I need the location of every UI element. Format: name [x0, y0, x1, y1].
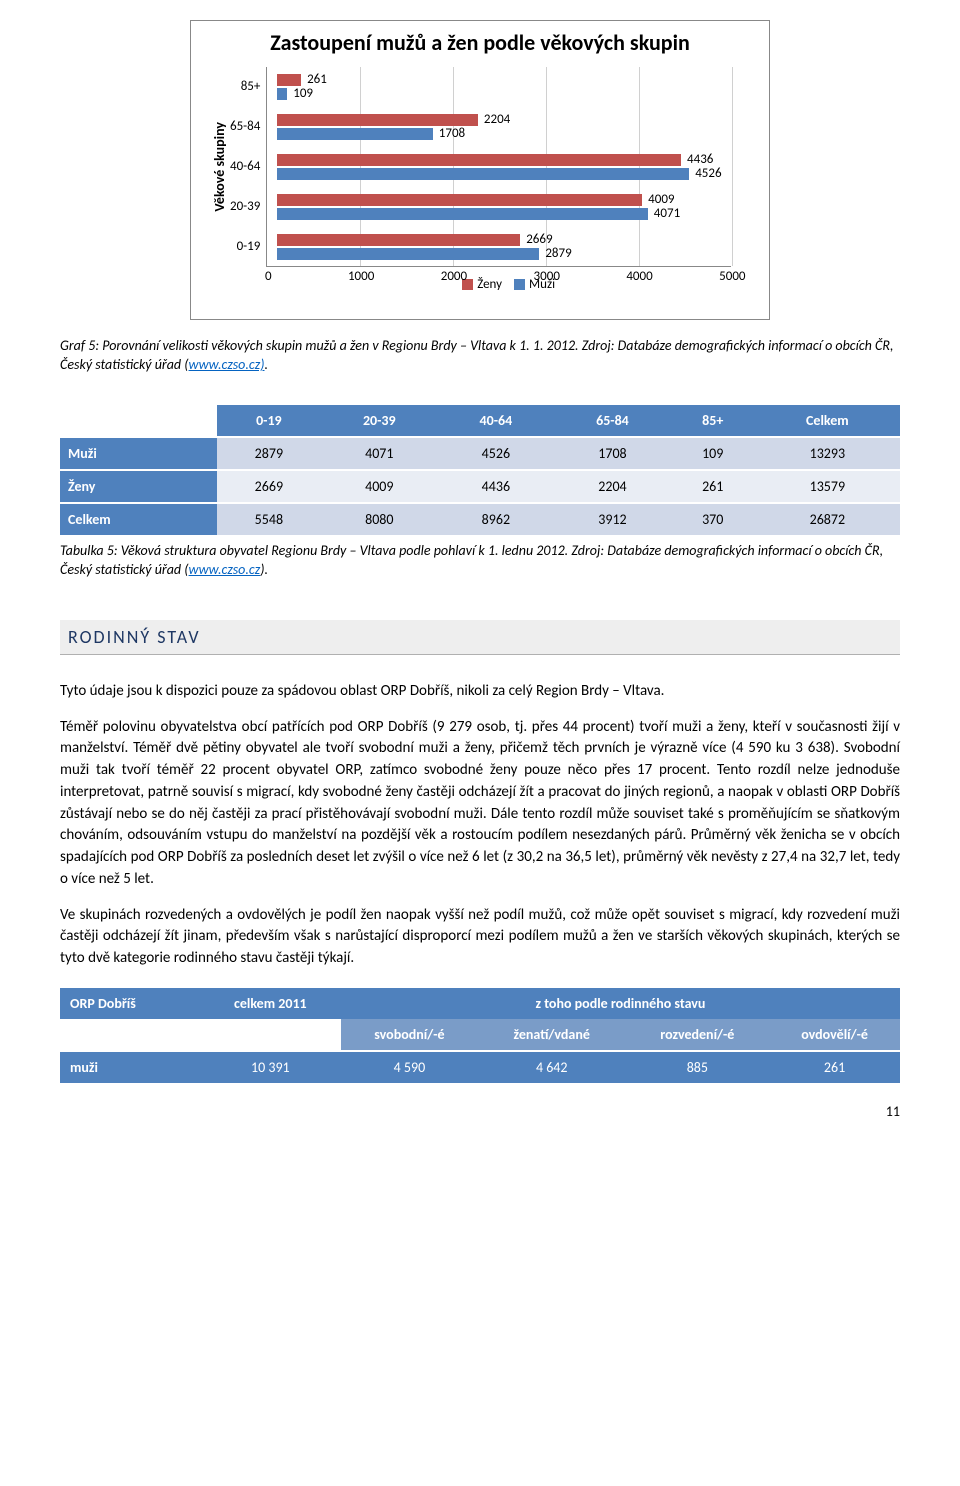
table-cell: muži [60, 1051, 200, 1083]
table-header-cell: 85+ [671, 405, 755, 437]
table-header-cell [60, 1019, 200, 1051]
bar-value-label: 2879 [545, 248, 571, 260]
bar [277, 114, 478, 126]
table-header-cell: 40-64 [438, 405, 555, 437]
table-cell: 4 590 [341, 1051, 478, 1083]
table-cell: Muži [60, 437, 217, 470]
bar-value-label: 2669 [526, 234, 552, 246]
table-cell: 885 [626, 1051, 770, 1083]
source-link[interactable]: www.czso.cz [189, 561, 261, 578]
table-cell: Ženy [60, 470, 217, 503]
legend-swatch [514, 279, 525, 290]
bar [277, 154, 681, 166]
y-tick-label: 85+ [230, 67, 260, 107]
table-header-cell: svobodní/-é [341, 1019, 478, 1051]
table-cell: 1708 [554, 437, 671, 470]
bar [277, 194, 642, 206]
y-tick-label: 65-84 [230, 107, 260, 147]
table-header-cell: rozvedení/-é [626, 1019, 770, 1051]
page-number: 11 [60, 1103, 900, 1120]
table-row: muži10 3914 5904 642885261 [60, 1051, 900, 1083]
bar-value-label: 4071 [654, 208, 680, 220]
bar-value-label: 4436 [687, 154, 713, 166]
body-paragraph: Tyto údaje jsou k dispozici pouze za spá… [60, 681, 900, 703]
table-cell: 26872 [755, 503, 900, 535]
table-caption: Tabulka 5: Věková struktura obyvatel Reg… [60, 541, 900, 580]
chart-plot-area: 261 109 2204 1708 4436 4526 4009 4071 2669 2879 [266, 67, 731, 267]
body-paragraph: Téměř polovinu obyvatelstva obcí patřící… [60, 717, 900, 891]
y-axis-ticks: 85+65-8440-6420-390-19 [230, 67, 266, 267]
table-cell: 4071 [321, 437, 438, 470]
bar [277, 234, 520, 246]
table-row: Ženy266940094436220426113579 [60, 470, 900, 503]
table-cell: 2879 [217, 437, 321, 470]
table-cell: 2204 [554, 470, 671, 503]
table-cell: 13293 [755, 437, 900, 470]
bar-value-label: 261 [307, 74, 327, 86]
table-header-cell: ovdovělí/-é [769, 1019, 900, 1051]
table-header-cell: z toho podle rodinného stavu [341, 988, 900, 1019]
table-row: Muži287940714526170810913293 [60, 437, 900, 470]
age-structure-table: 0-1920-3940-6465-8485+Celkem Muži2879407… [60, 405, 900, 535]
table-row: Celkem554880808962391237026872 [60, 503, 900, 535]
bar-value-label: 1708 [439, 128, 465, 140]
table-cell: 2669 [217, 470, 321, 503]
bar [277, 74, 301, 86]
table-cell: 8962 [438, 503, 555, 535]
table-header-cell: 0-19 [217, 405, 321, 437]
table-header-cell: Celkem [755, 405, 900, 437]
table-cell: 109 [671, 437, 755, 470]
table-cell: 261 [769, 1051, 900, 1083]
bar [277, 248, 539, 260]
chart-caption: Graf 5: Porovnání velikosti věkových sku… [60, 336, 900, 375]
table-cell: 261 [671, 470, 755, 503]
table-header-cell [200, 1019, 341, 1051]
legend-label: Ženy [477, 277, 502, 292]
marital-status-table: ORP Dobříšcelkem 2011z toho podle rodinn… [60, 988, 900, 1083]
table-header-cell [60, 405, 217, 437]
table-cell: 370 [671, 503, 755, 535]
section-heading: RODINNÝ STAV [60, 620, 900, 655]
bar-value-label: 2204 [484, 114, 510, 126]
y-tick-label: 20-39 [230, 187, 260, 227]
table-cell: 4526 [438, 437, 555, 470]
y-tick-label: 0-19 [230, 227, 260, 267]
bar-value-label: 4526 [695, 168, 721, 180]
table-cell: 4 642 [478, 1051, 626, 1083]
table-header-cell: celkem 2011 [200, 988, 341, 1019]
chart-legend: ŽenyMuži [266, 277, 751, 294]
bar [277, 168, 689, 180]
table-cell: 5548 [217, 503, 321, 535]
bar [277, 128, 432, 140]
table-cell: Celkem [60, 503, 217, 535]
table-cell: 10 391 [200, 1051, 341, 1083]
table-header-cell: ženatí/vdané [478, 1019, 626, 1051]
source-link[interactable]: www.czso.cz) [189, 356, 265, 373]
age-gender-chart: Zastoupení mužů a žen podle věkových sku… [190, 20, 770, 320]
chart-title: Zastoupení mužů a žen podle věkových sku… [209, 29, 751, 57]
table-header-cell: ORP Dobříš [60, 988, 200, 1019]
y-axis-label: Věkové skupiny [209, 122, 230, 212]
table-cell: 4436 [438, 470, 555, 503]
body-paragraph: Ve skupinách rozvedených a ovdovělých je… [60, 905, 900, 970]
table-cell: 3912 [554, 503, 671, 535]
table-cell: 4009 [321, 470, 438, 503]
table-header-cell: 20-39 [321, 405, 438, 437]
table-cell: 13579 [755, 470, 900, 503]
table-header-cell: 65-84 [554, 405, 671, 437]
bar [277, 88, 287, 100]
bar [277, 208, 647, 220]
bar-value-label: 109 [293, 88, 313, 100]
table-cell: 8080 [321, 503, 438, 535]
bar-value-label: 4009 [648, 194, 674, 206]
y-tick-label: 40-64 [230, 147, 260, 187]
